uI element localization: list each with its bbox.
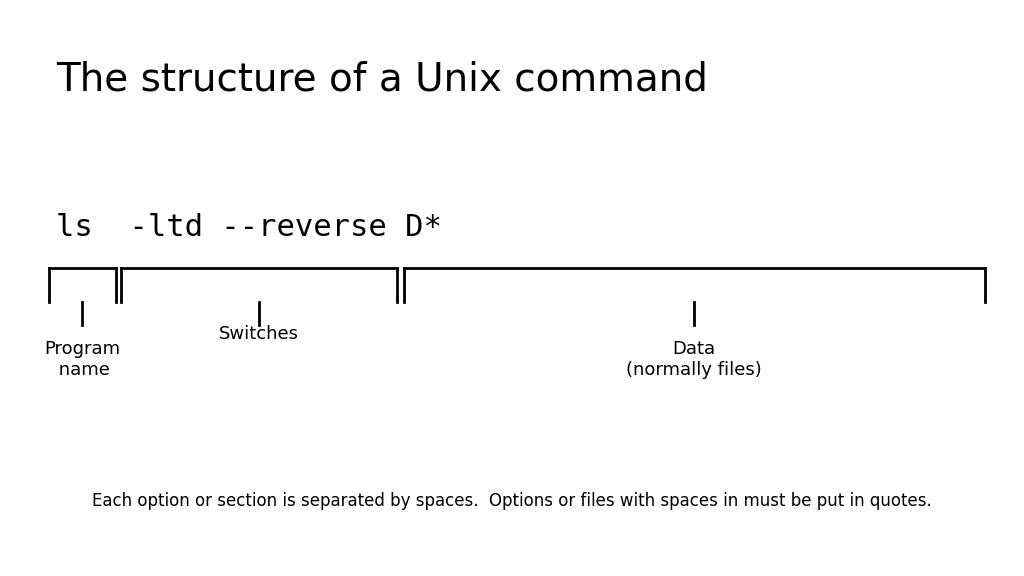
Text: The structure of a Unix command: The structure of a Unix command (56, 60, 709, 98)
Text: Data
(normally files): Data (normally files) (627, 340, 762, 378)
Text: Program
 name: Program name (44, 340, 120, 378)
Text: Switches: Switches (219, 325, 299, 343)
Text: Each option or section is separated by spaces.  Options or files with spaces in : Each option or section is separated by s… (92, 492, 932, 510)
Text: ls  -ltd --reverse D*: ls -ltd --reverse D* (56, 213, 442, 242)
